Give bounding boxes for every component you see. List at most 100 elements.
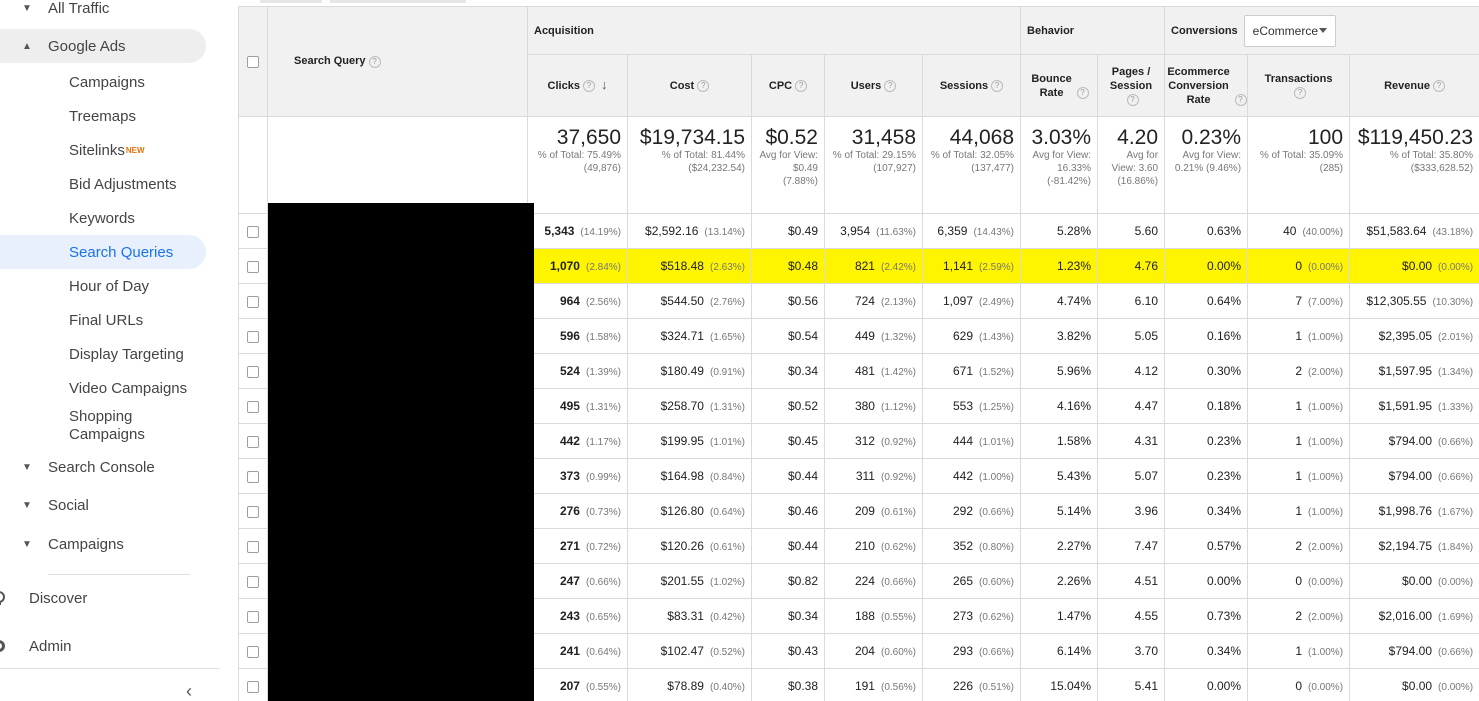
cost-cell: $180.49 (0.91%) (627, 353, 752, 389)
col-label: CPC (768, 79, 793, 92)
users-cell: 191 (0.56%) (824, 668, 923, 701)
cell-value: 4.31 (1134, 434, 1159, 448)
nav-video-campaigns[interactable]: Video Campaigns (0, 371, 187, 405)
table-row[interactable]: 964 (2.56%) $544.50 (2.76%) $0.56 724 (2.13%) 1… (238, 283, 1479, 319)
cell-value: 0.34% (1207, 504, 1242, 518)
pages-session-cell: 4.55 (1097, 598, 1166, 634)
nav-shopping-campaigns[interactable]: Shopping Campaigns (0, 408, 190, 448)
row-checkbox[interactable] (247, 435, 259, 448)
cell-value: 4.47 (1134, 399, 1159, 413)
cell-value: $0.82 (787, 574, 818, 588)
cell-value: 1,097 (942, 294, 973, 308)
col-header-clicks[interactable]: Clicks? ↓ (527, 54, 628, 117)
nav-hour-of-day[interactable]: Hour of Day (0, 269, 149, 303)
nav-treemaps[interactable]: Treemaps (0, 99, 136, 133)
collapse-sidebar-icon[interactable]: ‹ (186, 681, 192, 701)
toolbar-button[interactable] (330, 0, 466, 3)
table-row[interactable]: 276 (0.73%) $126.80 (0.64%) $0.46 209 (0.61%) 2… (238, 493, 1479, 529)
cell-value: 495 (559, 399, 580, 413)
nav-bid-adjustments[interactable]: Bid Adjustments (0, 167, 177, 201)
cell-value: 724 (854, 294, 875, 308)
row-checkbox[interactable] (247, 610, 259, 623)
cell-percent: (0.61%) (880, 507, 916, 518)
nav-final-urls[interactable]: Final URLs (0, 303, 143, 337)
row-checkbox[interactable] (247, 575, 259, 588)
row-checkbox[interactable] (247, 365, 259, 378)
cell-value: 7 (1295, 294, 1303, 308)
bounce-rate-cell: 1.47% (1020, 598, 1099, 634)
nav-google-ads[interactable]: ▲ Google Ads (0, 29, 206, 63)
row-checkbox[interactable] (247, 260, 259, 273)
cell-value: 226 (952, 679, 973, 693)
cell-value: $0.44 (787, 539, 818, 553)
transactions-cell: 2 (2.00%) (1247, 528, 1351, 564)
help-icon[interactable]: ? (1126, 93, 1139, 106)
cell-percent: (2.42%) (880, 262, 916, 273)
dimension-header[interactable]: Search Query? (267, 6, 528, 117)
row-checkbox[interactable] (247, 505, 259, 518)
nav-search-console[interactable]: ▼ Search Console (0, 450, 155, 484)
help-icon[interactable]: ? (1294, 86, 1307, 99)
cell-percent: (0.42%) (709, 612, 745, 623)
row-checkbox[interactable] (247, 225, 259, 238)
cell-percent: (1.00%) (1308, 402, 1344, 413)
row-checkbox[interactable] (247, 295, 259, 308)
col-header-bounce-rate[interactable]: Bounce Rate? (1020, 54, 1099, 117)
col-header-cpc[interactable]: CPC? (751, 54, 825, 117)
help-icon[interactable]: ? (1234, 93, 1247, 106)
nav-admin[interactable]: Admin (0, 631, 72, 661)
row-checkbox[interactable] (247, 400, 259, 413)
help-icon[interactable]: ? (697, 79, 710, 92)
nav-display-targeting[interactable]: Display Targeting (0, 337, 184, 371)
nav-discover[interactable]: Discover (0, 583, 87, 613)
nav-campaigns[interactable]: Campaigns (0, 65, 145, 99)
help-icon[interactable]: ? (991, 79, 1004, 92)
total-value: 37,650 (556, 126, 621, 149)
col-header-users[interactable]: Users? (824, 54, 923, 117)
revenue-cell: $2,016.00 (1.69%) (1349, 598, 1479, 634)
col-header-cost[interactable]: Cost? (627, 54, 752, 117)
dimension-label: Search Query (294, 55, 366, 68)
cost-cell: $201.55 (1.02%) (627, 563, 752, 599)
toolbar-button[interactable] (260, 0, 322, 3)
help-icon[interactable]: ? (884, 79, 897, 92)
sessions-cell: 1,141 (2.59%) (921, 248, 1022, 284)
total-value: $119,450.23 (1357, 126, 1474, 149)
conversion-rate-cell: 0.30% (1164, 353, 1249, 389)
col-header-pages-session[interactable]: Pages / Session? (1097, 54, 1166, 117)
row-checkbox[interactable] (247, 470, 259, 483)
pages-session-cell: 3.96 (1097, 493, 1166, 529)
help-icon[interactable]: ? (368, 55, 381, 68)
nav-search-queries[interactable]: Search Queries (0, 235, 206, 269)
divider (0, 668, 220, 669)
col-header-sessions[interactable]: Sessions? (921, 54, 1022, 117)
lightbulb-icon (0, 591, 5, 605)
nav-campaigns-section[interactable]: ▼ Campaigns (0, 527, 124, 561)
conversion-type-select[interactable]: eCommerce (1243, 14, 1336, 47)
row-checkbox[interactable] (247, 680, 259, 693)
cell-value: 265 (952, 574, 973, 588)
nav-social[interactable]: ▼ Social (0, 488, 89, 522)
cell-value: $78.89 (667, 679, 704, 693)
col-label: Transactions (1264, 72, 1333, 85)
row-checkbox[interactable] (247, 540, 259, 553)
help-icon[interactable]: ? (1076, 86, 1089, 99)
help-icon[interactable]: ? (1432, 79, 1445, 92)
cell-value: $1,591.95 (1378, 399, 1433, 413)
col-header-transactions[interactable]: Transactions? (1247, 54, 1351, 117)
help-icon[interactable]: ? (582, 80, 595, 93)
col-header-revenue[interactable]: Revenue? (1349, 54, 1479, 117)
col-header-conversion-rate[interactable]: Ecommerce Conversion Rate? (1164, 54, 1249, 117)
nav-sitelinks[interactable]: Sitelinks NEW (0, 133, 145, 167)
row-checkbox[interactable] (247, 330, 259, 343)
nav-all-traffic[interactable]: ▼ All Traffic (0, 0, 109, 25)
nav-keywords[interactable]: Keywords (0, 201, 135, 235)
sort-desc-icon[interactable]: ↓ (600, 77, 608, 92)
cell-percent: (2.56%) (585, 297, 621, 308)
cell-percent: (0.60%) (880, 647, 916, 658)
help-icon[interactable]: ? (795, 79, 808, 92)
select-all-checkbox[interactable] (247, 55, 259, 68)
total-sessions: 44,068% of Total: 32.05% (137,477) (921, 116, 1022, 214)
row-checkbox[interactable] (247, 645, 259, 658)
cell-percent: (0.62%) (979, 612, 1015, 623)
